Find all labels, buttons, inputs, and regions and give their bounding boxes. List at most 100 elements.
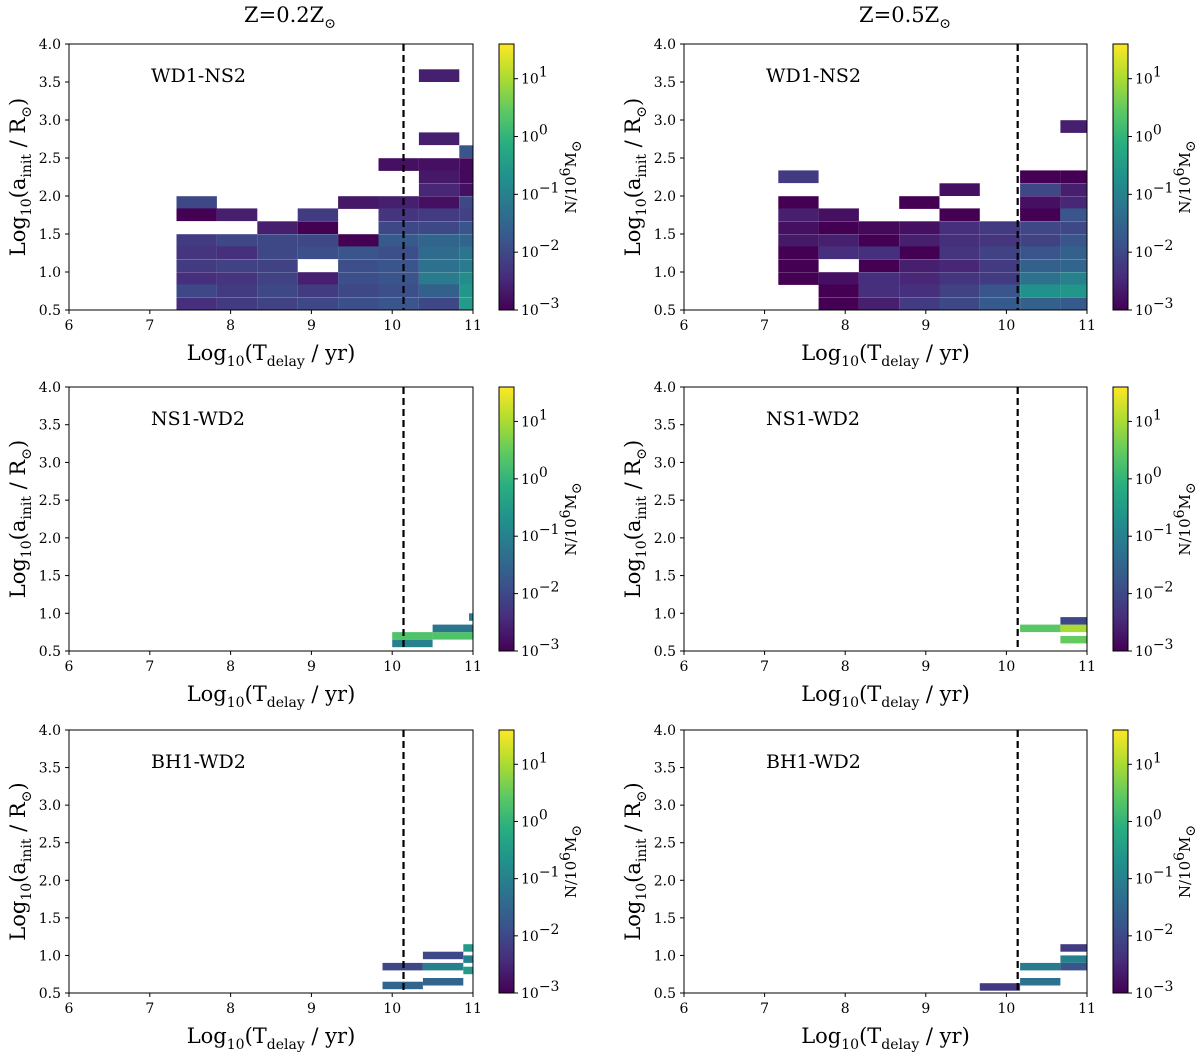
heatmap-cell [979,246,1021,260]
heatmap-cell [899,272,940,285]
heatmap-cell [378,284,419,298]
x-tick-label: 10 [997,318,1015,334]
x-tick-label: 6 [65,318,74,334]
heatmap-cell [257,221,298,234]
y-tick-label: 4.0 [654,723,676,739]
y-tick-label: 2.5 [654,151,676,167]
heatmap-cell [1020,624,1061,633]
colorbar-tick-label: 10−3 [521,296,559,319]
heatmap-cell [418,284,460,298]
y-tick-label: 0.5 [39,303,61,319]
colorbar-tick-label: 10−3 [521,637,559,660]
heatmap-cell [778,208,819,222]
heatmap-cell [176,272,217,285]
y-tick-label: 3.0 [39,455,61,471]
y-tick-label: 0.5 [654,644,676,660]
x-tick-label: 8 [226,659,235,675]
heatmap-cell [459,221,473,234]
heatmap-cell [378,208,419,222]
heatmap-cell [216,234,258,247]
colorbar-tick-label: 10−1 [521,865,559,888]
heatmap-cell [378,272,419,285]
colorbar-label-group: N/106M⊙ [558,825,585,898]
y-tick-label: 2.0 [39,189,61,205]
heatmap-cell [899,234,940,247]
heatmap-cell [939,246,980,260]
colorbar-gradient [498,386,515,652]
y-tick-label: 2.0 [654,531,676,547]
heatmap-cell [1060,944,1087,952]
x-tick-label: 10 [997,659,1015,675]
heatmap-cell [899,284,940,298]
heatmap-cell [459,297,473,310]
y-tick-label: 1.5 [39,911,61,927]
heatmap-cell [257,259,298,272]
y-axis-label: Log10(ainit / R⊙) [6,98,35,256]
colorbar-tick-label: 10−2 [1135,922,1173,945]
heatmap-cell [939,208,980,222]
heatmap-cell [1060,196,1087,209]
axes-frame [68,729,474,994]
panel-label: WD1-NS2 [766,65,861,87]
x-tick-label: 7 [145,1001,154,1017]
x-tick-label: 11 [1078,318,1096,334]
heatmap-cell [979,234,1021,247]
x-tick-label: 7 [760,318,769,334]
heatmap-cell [459,170,473,184]
panel-2: 6 7 8 9 10 11 0.5 1.0 1.5 2.0 2.5 3.0 3.5 4.0 WD1-NS2 L… [621,37,1199,370]
x-axis-label: Log10(Tdelay / yr) [187,1024,356,1053]
x-tick-label: 8 [226,318,235,334]
y-tick-label: 4.0 [39,380,61,396]
heatmap-cell [338,272,379,285]
y-tick-label: 0.5 [654,986,676,1002]
heatmap-cell [979,259,1021,272]
heatmap-cell [1020,208,1061,222]
colorbar-label-group: N/106M⊙ [558,140,585,213]
heatmap-cell [979,221,1021,234]
y-tick-label: 1.5 [39,227,61,243]
x-tick-label: 9 [307,659,316,675]
colorbar-tick-label: 101 [1135,65,1162,88]
heatmap-cell [939,259,980,272]
y-tick-label: 4.0 [39,37,61,53]
y-tick-label: 3.5 [654,761,676,777]
y-tick-label: 0.5 [39,644,61,660]
y-tick-label: 3.0 [654,455,676,471]
heatmap-cell [257,272,298,285]
heatmap-cell [778,259,819,272]
heatmap-cells [979,944,1087,991]
heatmap-cell [1020,221,1061,234]
heatmap-cell [378,196,419,209]
colorbar-tick-label: 100 [1135,123,1162,146]
heatmap-cells [778,120,1087,310]
heatmap-cell [418,272,460,285]
heatmap-cell [418,183,460,196]
y-axis-label: Log10(ainit / R⊙) [621,440,650,598]
heatmap-cell [459,246,473,260]
heatmap-cell [418,246,460,260]
y-tick-label: 2.0 [39,531,61,547]
colorbar-tick-label: 101 [521,407,548,430]
x-tick-label: 6 [680,659,689,675]
y-axis-label: Log10(ainit / R⊙) [6,782,35,940]
colorbar-tick-label: 10−3 [1135,296,1173,319]
y-tick-label: 3.0 [654,798,676,814]
colorbar-tick-label: 10−3 [1135,637,1173,660]
heatmap-cell [418,69,460,82]
colorbar-tick-label: 10−2 [521,922,559,945]
y-tick-label: 1.5 [654,227,676,243]
heatmap-cell [899,221,940,234]
panel-4: 6 7 8 9 10 11 0.5 1.0 1.5 2.0 2.5 3.0 3.5 4.0 NS1-WD2 L… [621,380,1199,711]
heatmap-cell [216,208,258,222]
heatmap-cell [418,208,460,222]
x-tick-label: 9 [307,1001,316,1017]
column-title-left: Z=0.2Z⊙ [244,3,336,32]
colorbar-tick-label: 100 [521,807,548,830]
x-tick-label: 11 [1078,1001,1096,1017]
axes-frame [683,386,1088,652]
x-tick-label: 6 [680,318,689,334]
heatmap-cell [422,978,464,986]
heatmap-cell [858,284,900,298]
heatmap-cell [459,158,473,171]
heatmap-cell [1060,234,1087,247]
